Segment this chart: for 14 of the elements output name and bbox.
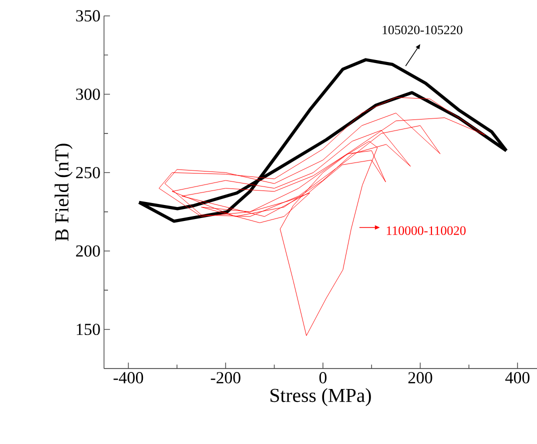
x-tick-label: -400 xyxy=(114,372,144,384)
y-axis-title: B Field (nT) xyxy=(54,144,73,242)
x-tick-label: 200 xyxy=(408,372,432,384)
y-tick-label: 150 xyxy=(76,324,100,336)
x-tick-label: 0 xyxy=(319,372,326,384)
x-axis-title: Stress (MPa) xyxy=(270,388,371,406)
y-tick-label: 350 xyxy=(76,10,100,22)
legend-label: 110000-110020 xyxy=(386,226,466,236)
y-tick-label: 300 xyxy=(76,88,100,100)
x-tick-label: -200 xyxy=(210,372,240,384)
y-tick-label: 250 xyxy=(76,167,100,178)
text: 105020-105220 xyxy=(382,26,462,34)
y-tick-label: 200 xyxy=(76,245,100,257)
x-tick-label: 400 xyxy=(505,372,530,384)
